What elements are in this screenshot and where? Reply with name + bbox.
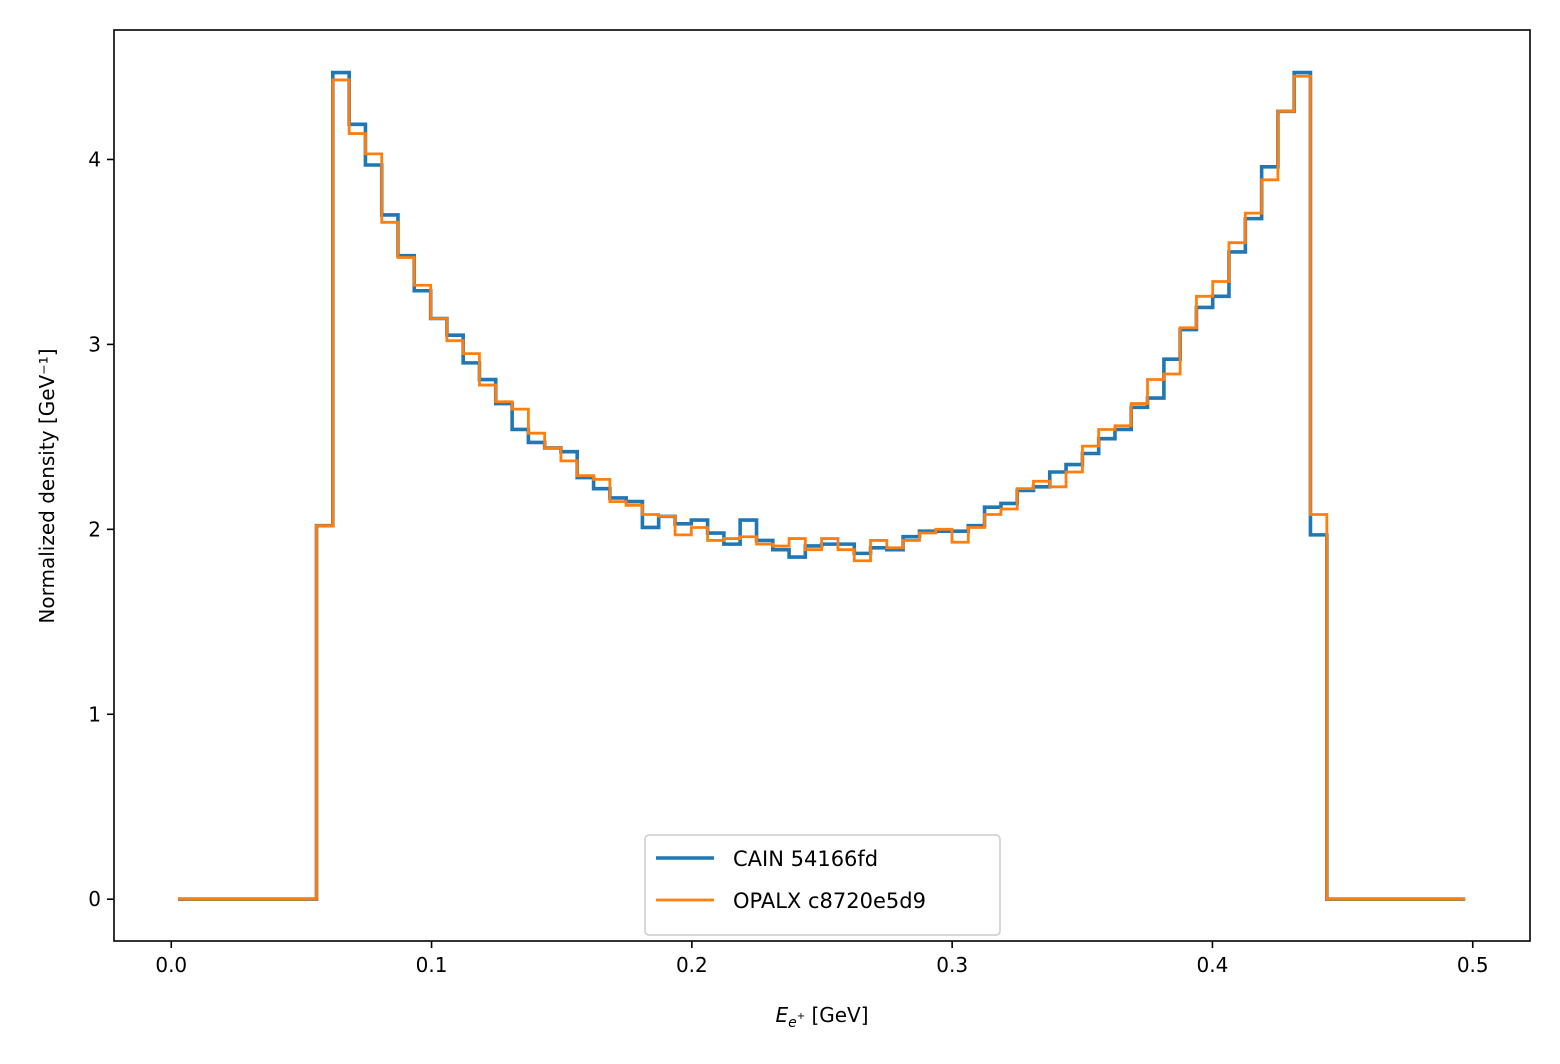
x-tick-label: 0.1 (416, 953, 448, 977)
x-axis-label-subscript: e (788, 1015, 797, 1031)
legend-label-opalx: OPALX c8720e5d9 (733, 889, 926, 913)
legend-box (644, 834, 1001, 936)
legend-label-cain: CAIN 54166fd (733, 847, 878, 871)
y-tick-label: 3 (88, 332, 101, 356)
x-axis-label-unit: [GeV] (805, 1003, 868, 1027)
x-tick-label: 0.4 (1197, 953, 1229, 977)
y-tick-label: 1 (88, 702, 101, 726)
x-axis-label-superscript: + (797, 1011, 805, 1022)
y-axis-label: Normalized density [GeV⁻¹] (35, 348, 59, 623)
series-layer (178, 70, 1466, 902)
y-tick-label: 2 (88, 517, 101, 541)
plot-frame (113, 29, 1531, 942)
x-tick-label: 0.5 (1457, 953, 1489, 977)
x-axis-ticks: 0.0 0.1 0.2 0.3 0.4 0.5 (155, 941, 1489, 977)
y-axis-ticks: 0 1 2 3 4 (88, 147, 114, 911)
y-tick-label: 4 (88, 147, 101, 171)
series-line-opalx (178, 74, 1466, 901)
x-tick-label: 0.2 (676, 953, 708, 977)
legend: CAIN 54166fd OPALX c8720e5d9 (644, 834, 1001, 936)
y-tick-label: 0 (88, 887, 101, 911)
x-axis-label: Ee+ [GeV] (775, 1003, 868, 1031)
x-tick-label: 0.0 (155, 953, 187, 977)
x-axis-label-symbol: E (775, 1003, 788, 1027)
x-tick-label: 0.3 (936, 953, 968, 977)
